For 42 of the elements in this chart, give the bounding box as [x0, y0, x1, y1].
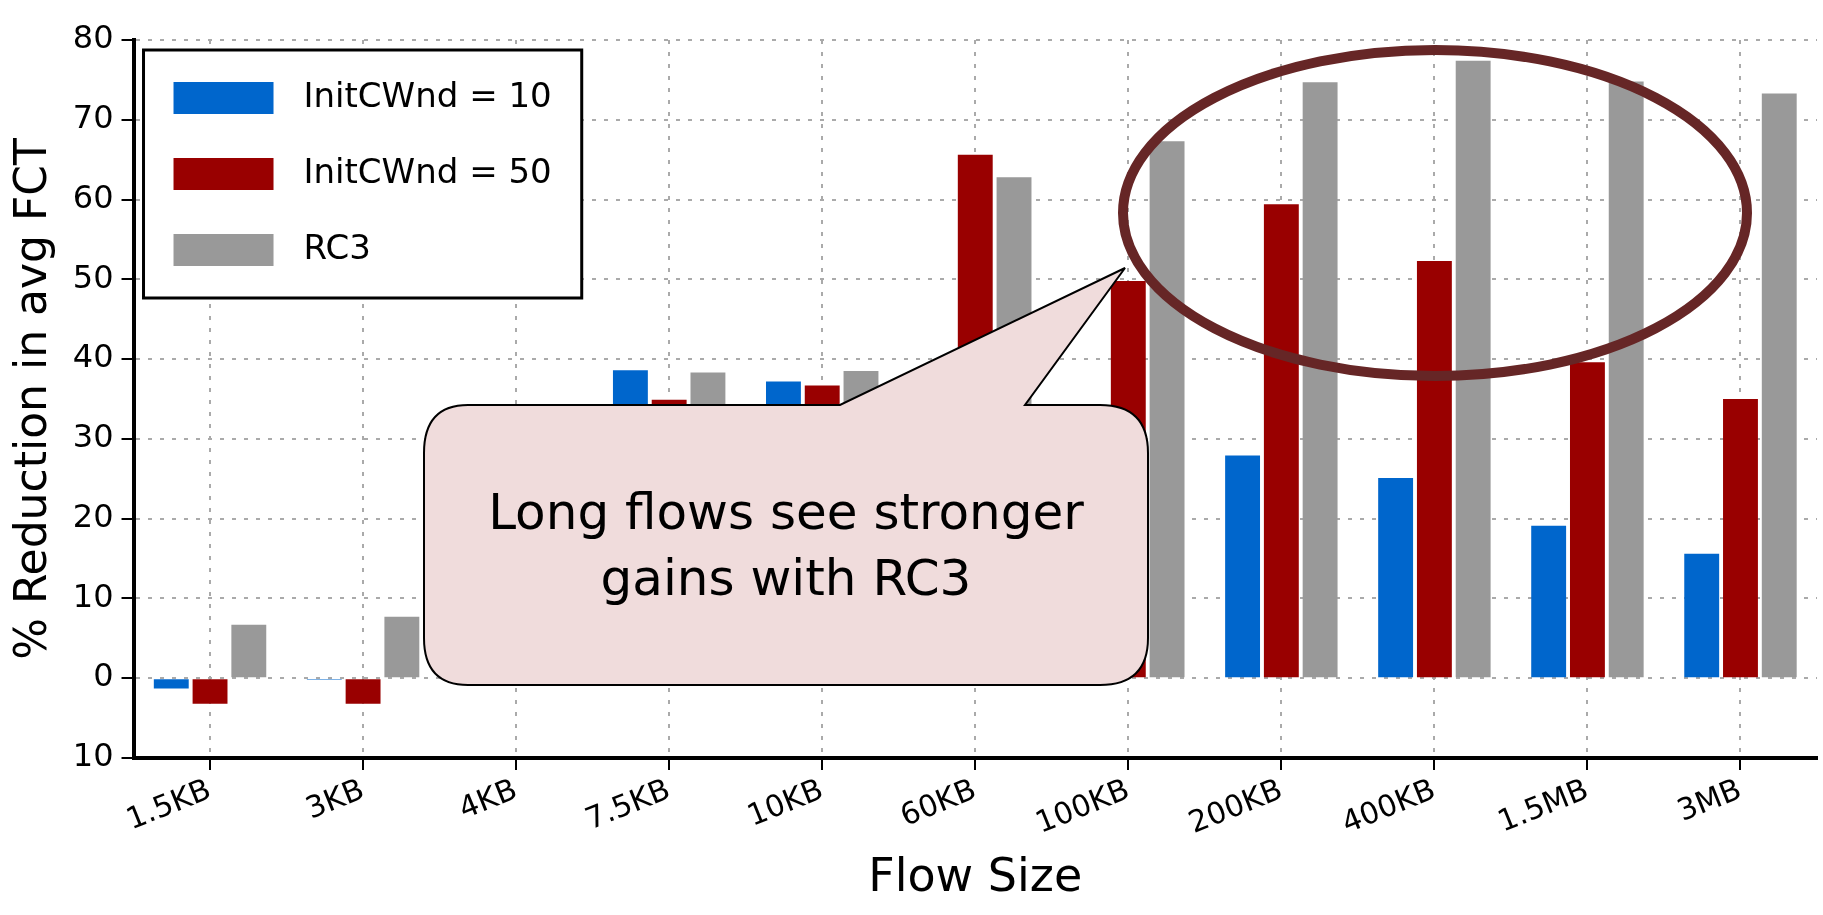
legend-label: InitCWnd = 10	[303, 74, 552, 115]
annotation: Long flows see stronger gains with RC3	[487, 482, 1085, 609]
y-tick-label: 40	[72, 337, 114, 376]
y-tick-label: 20	[72, 496, 114, 535]
x-tick-label: 1.5KB	[120, 770, 216, 837]
y-tick-label: 30	[72, 417, 114, 456]
x-tick-label: 10KB	[741, 770, 828, 833]
bar	[1416, 260, 1452, 678]
bar	[231, 624, 267, 678]
bar	[1302, 82, 1338, 678]
bar	[192, 679, 228, 704]
x-tick-label: 60KB	[894, 770, 981, 833]
bar	[345, 679, 381, 704]
x-tick-label: 3KB	[300, 770, 369, 826]
y-tick-label: 0	[93, 656, 114, 695]
legend-label: InitCWnd = 50	[303, 150, 552, 191]
bar	[1723, 398, 1758, 678]
x-tick-label: 4KB	[453, 770, 522, 826]
bar	[1263, 204, 1299, 678]
bar	[1569, 362, 1605, 678]
legend-label: RC3	[303, 226, 371, 267]
bar	[1378, 477, 1414, 678]
y-tick-label: 60	[72, 177, 114, 216]
bar	[1531, 525, 1567, 678]
x-tick-label: 400KB	[1336, 770, 1440, 840]
y-tick-label: 80	[72, 18, 114, 57]
x-tick-label: 3MB	[1672, 770, 1747, 828]
x-axis-title: Flow Size	[868, 848, 1083, 903]
bar	[1455, 60, 1491, 678]
x-tick-label: 7.5KB	[580, 770, 675, 837]
bar	[153, 679, 189, 689]
y-tick-label: 10	[72, 576, 114, 615]
bar	[1149, 141, 1185, 678]
y-axis-title: % Reduction in avg FCT	[4, 138, 56, 660]
y-tick-label: 50	[72, 257, 114, 296]
bar	[384, 616, 420, 678]
bar	[1684, 553, 1720, 678]
bar	[1225, 455, 1261, 678]
y-tick-label: 10	[72, 736, 114, 775]
bar	[1761, 93, 1797, 678]
y-tick-label: 70	[72, 98, 114, 137]
bar	[1608, 81, 1644, 678]
